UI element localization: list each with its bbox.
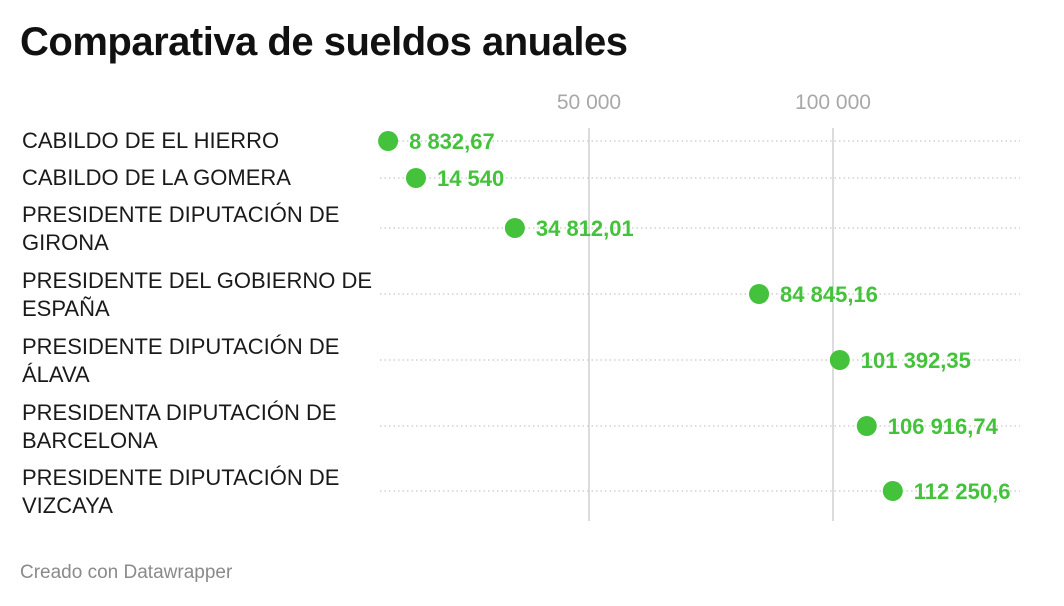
row-label: PRESIDENTE DIPUTACIÓN DE: [22, 202, 339, 227]
row-label: VIZCAYA: [22, 493, 113, 518]
data-point: [405, 168, 426, 188]
footer-credit: Creado con Datawrapper: [20, 562, 233, 583]
data-point: [882, 481, 903, 501]
row-label: PRESIDENTA DIPUTACIÓN DE: [22, 400, 337, 425]
data-point: [504, 218, 525, 238]
data-value-label: 106 916,74: [888, 414, 999, 439]
x-tick-label: 100 000: [795, 91, 871, 114]
data-point: [856, 416, 877, 436]
data-value-label: 34 812,01: [536, 216, 634, 241]
data-value-label: 84 845,16: [780, 282, 878, 307]
data-value-label: 112 250,6: [914, 479, 1011, 504]
chart-title: Comparativa de sueldos anuales: [20, 20, 628, 64]
row-label: GIRONA: [22, 230, 109, 255]
data-value-label: 8 832,67: [409, 129, 495, 154]
row-label: CABILDO DE LA GOMERA: [22, 165, 291, 190]
row-label: PRESIDENTE DEL GOBIERNO DE: [22, 268, 372, 293]
row-label: ÁLAVA: [22, 362, 90, 387]
data-value-label: 14 540: [437, 166, 504, 191]
data-point: [378, 131, 399, 151]
row-label: PRESIDENTE DIPUTACIÓN DE: [22, 334, 339, 359]
data-point: [749, 284, 770, 304]
data-value-label: 101 392,35: [861, 348, 971, 373]
row-label: ESPAÑA: [22, 296, 110, 321]
data-point: [829, 350, 850, 370]
row-label: PRESIDENTE DIPUTACIÓN DE: [22, 465, 339, 490]
x-tick-label: 50 000: [557, 91, 621, 114]
row-label: CABILDO DE EL HIERRO: [22, 128, 279, 153]
row-label: BARCELONA: [22, 428, 158, 453]
